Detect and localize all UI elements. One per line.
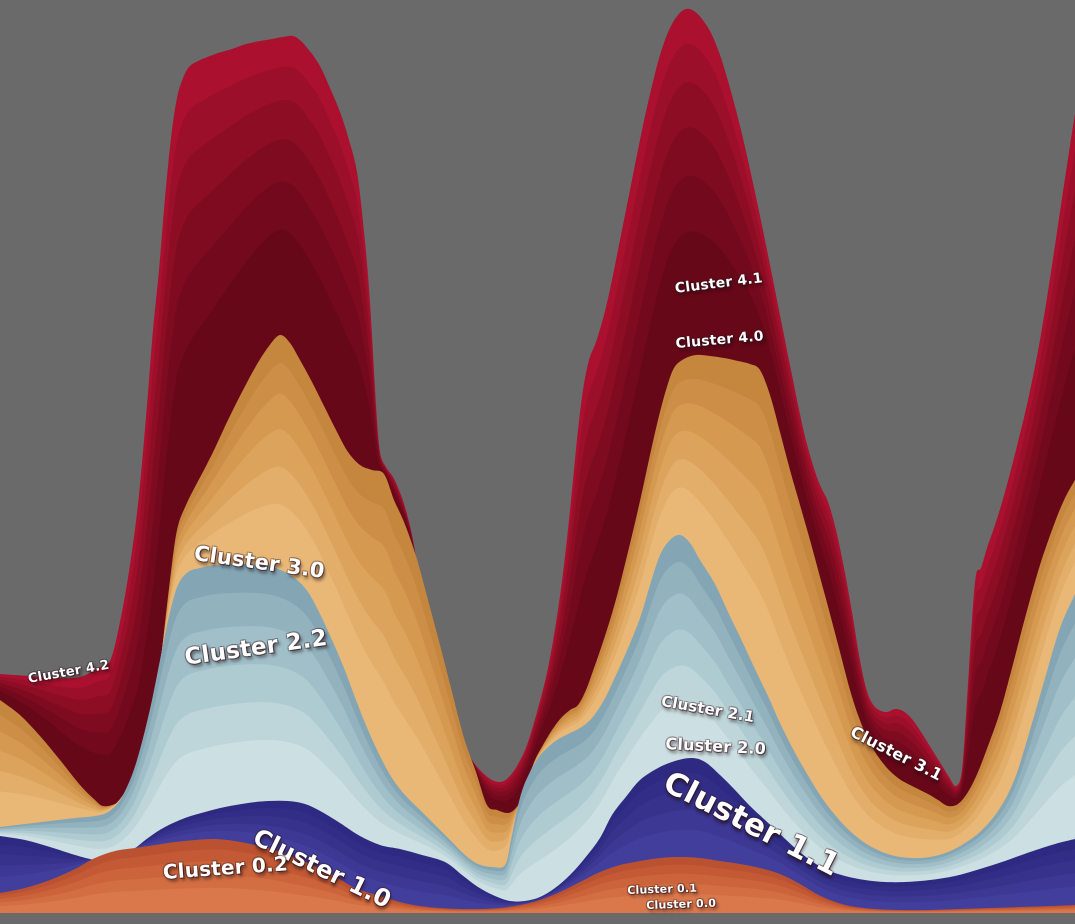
layer-cluster-0-contour-4 — [0, 887, 1075, 913]
